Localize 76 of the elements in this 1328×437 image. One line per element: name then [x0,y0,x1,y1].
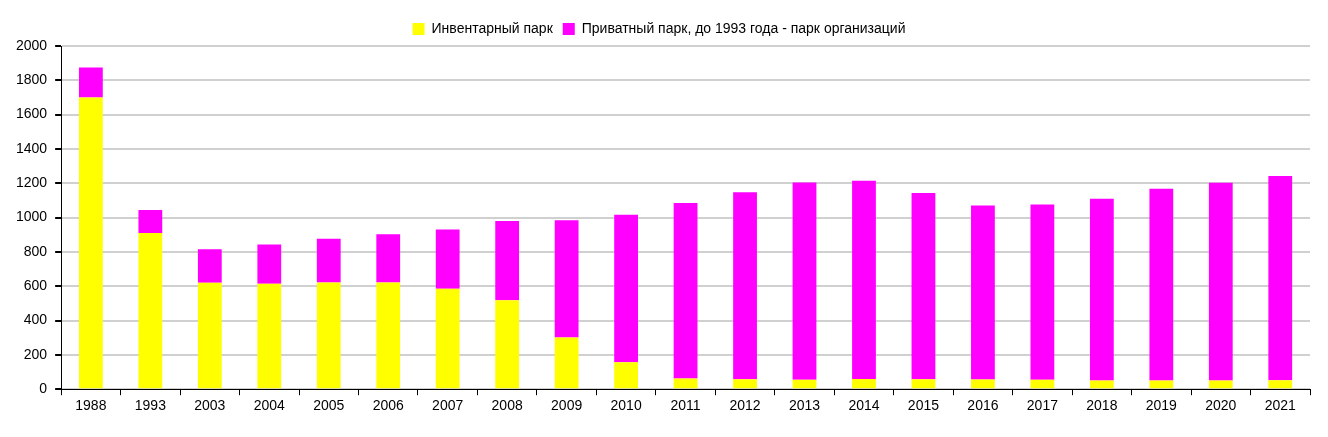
x-tick-label: 2010 [610,397,642,414]
x-tick-label: 2019 [1145,397,1178,414]
y-tick-label: 1800 [15,71,48,88]
bar [78,67,103,98]
bar [495,300,520,389]
bar [316,238,341,283]
legend-label: Приватный парк, до 1993 года - парк организаций [581,19,906,36]
y-tick-label: 400 [23,311,48,328]
y-tick-label: 1400 [15,139,48,156]
bar [852,180,876,379]
bar [435,229,460,289]
bar [554,220,579,338]
x-tick-label: 2015 [907,397,940,414]
bar [614,214,638,363]
bar [673,378,698,389]
x-tick-label: 2009 [551,397,583,414]
bar [316,282,341,389]
x-tick-label: 2013 [788,397,821,414]
bar [911,193,936,380]
bar [435,288,460,389]
bar [1030,379,1055,389]
bar [971,205,995,380]
bar [971,379,995,389]
y-tick-label: 800 [23,242,48,259]
x-tick-label: 2005 [313,397,345,414]
bar [733,379,757,389]
bar [614,362,638,389]
x-tick-label: 2014 [848,397,880,414]
bar [733,192,757,380]
bar [673,203,698,379]
bar [792,379,817,389]
bar [1089,198,1114,381]
bar [78,97,103,389]
y-tick-label: 1000 [15,208,48,225]
bar [1208,380,1233,389]
x-tick-label: 2006 [372,397,405,414]
bar [1268,380,1293,389]
x-tick-label: 2020 [1205,397,1237,414]
bar [495,221,520,301]
bar [1208,182,1233,381]
bar [1149,188,1174,381]
x-tick-label: 2017 [1026,397,1059,414]
bar [257,283,282,389]
x-tick-label: 2007 [432,397,464,414]
bar [1268,175,1293,381]
y-tick-label: 1600 [15,105,48,122]
bar [197,282,222,389]
bar [554,337,579,389]
legend-label: Инвентарный парк [431,19,554,36]
bar [852,378,876,389]
bar [257,244,282,284]
x-tick-label: 2018 [1086,397,1118,414]
x-tick-label: 2003 [194,397,226,414]
y-tick-label: 0 [39,380,48,397]
bar [197,249,222,283]
bar [792,182,817,380]
bar [1030,204,1055,380]
x-tick-label: 2016 [967,397,999,414]
bar [138,209,163,234]
bar [911,379,936,389]
x-tick-label: 2008 [491,397,523,414]
x-tick-label: 2011 [670,397,701,414]
y-tick-label: 200 [23,345,48,362]
y-tick-label: 2000 [15,36,48,53]
bar [376,282,401,389]
y-tick-label: 1200 [15,174,48,191]
x-tick-label: 2012 [729,397,761,414]
x-tick-label: 1993 [134,397,167,414]
bar [1089,380,1114,389]
bar [138,233,163,389]
x-tick-label: 2004 [253,397,286,414]
y-tick-label: 600 [23,277,48,294]
x-tick-label: 1988 [75,397,107,414]
bar [376,234,401,283]
x-tick-label: 2021 [1264,397,1297,414]
bar [1149,380,1174,389]
